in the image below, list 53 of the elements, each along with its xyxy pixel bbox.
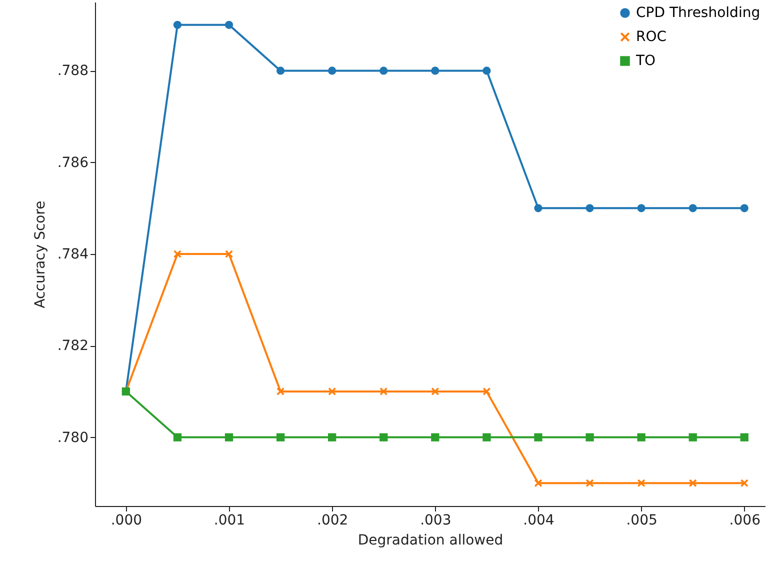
point bbox=[224, 20, 234, 29]
point bbox=[586, 204, 594, 212]
point bbox=[173, 433, 182, 442]
y-tick-label: .786 bbox=[57, 154, 89, 171]
point bbox=[224, 433, 234, 442]
point bbox=[224, 250, 234, 258]
legend-label: CPD Thresholding bbox=[636, 5, 760, 21]
point bbox=[688, 433, 697, 442]
point bbox=[431, 66, 440, 75]
x-tick-label: .005 bbox=[626, 512, 658, 528]
point bbox=[276, 387, 285, 396]
point bbox=[328, 387, 336, 396]
point bbox=[380, 387, 388, 396]
point bbox=[740, 433, 748, 442]
y-tick-label: .784 bbox=[57, 246, 89, 262]
point bbox=[173, 250, 182, 258]
x-tick-label: .001 bbox=[214, 512, 246, 528]
point bbox=[380, 433, 388, 442]
point bbox=[482, 66, 491, 75]
y-tick-label: .788 bbox=[57, 63, 88, 80]
point bbox=[637, 204, 646, 212]
point bbox=[688, 204, 697, 212]
point bbox=[276, 66, 285, 75]
y-tick-label: .782 bbox=[57, 338, 88, 354]
point bbox=[688, 479, 697, 488]
y-axis-title: Accuracy Score bbox=[32, 200, 48, 308]
x-tick-label: .003 bbox=[420, 512, 452, 528]
point bbox=[740, 204, 748, 212]
x-tick-label: .002 bbox=[316, 512, 348, 528]
x-tick-label: .000 bbox=[110, 512, 142, 528]
point bbox=[276, 433, 285, 442]
point bbox=[740, 479, 748, 488]
y-tick-label: .780 bbox=[57, 430, 88, 446]
point bbox=[637, 479, 646, 488]
x-tick-label: .006 bbox=[729, 512, 761, 528]
point bbox=[328, 66, 336, 75]
point bbox=[173, 20, 182, 29]
point bbox=[534, 204, 542, 212]
point bbox=[586, 433, 594, 442]
point bbox=[482, 433, 491, 442]
legend-label: ROC bbox=[636, 29, 667, 45]
point bbox=[637, 433, 646, 442]
point bbox=[328, 433, 336, 442]
point bbox=[431, 387, 440, 396]
x-tick-label: .004 bbox=[523, 512, 554, 528]
x-axis-title: Degradation allowed bbox=[358, 532, 504, 548]
point bbox=[534, 433, 542, 442]
point bbox=[534, 479, 542, 488]
point bbox=[380, 66, 388, 75]
point bbox=[586, 479, 594, 488]
point bbox=[482, 387, 491, 396]
legend-label: TO bbox=[635, 53, 656, 69]
point bbox=[431, 433, 440, 442]
